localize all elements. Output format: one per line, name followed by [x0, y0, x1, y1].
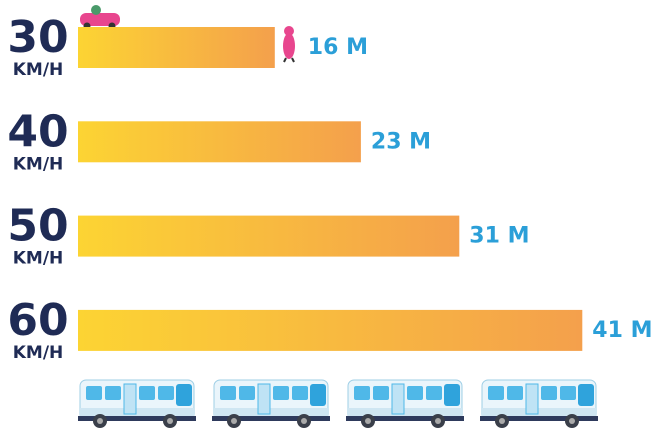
bus-icon	[78, 380, 196, 428]
bar	[78, 27, 275, 68]
bar	[78, 216, 459, 257]
category-label: 40	[7, 106, 68, 157]
value-label: 16 M	[308, 35, 368, 60]
category-unit: KM/H	[13, 249, 64, 269]
bus-icon	[212, 380, 330, 428]
category-unit: KM/H	[13, 60, 64, 80]
category-unit: KM/H	[13, 343, 64, 363]
value-label: 31 M	[469, 224, 529, 249]
value-label: 23 M	[371, 129, 431, 154]
bar	[78, 121, 361, 162]
category-unit: KM/H	[13, 154, 64, 174]
bus-icon	[480, 380, 598, 428]
bus-icon	[346, 380, 464, 428]
pedestrian-icon	[283, 26, 295, 62]
category-label: 60	[7, 295, 68, 346]
category-label: 30	[7, 12, 68, 63]
value-label: 41 M	[592, 318, 652, 343]
car-icon	[80, 5, 120, 30]
bus-row	[78, 380, 598, 428]
chart: 30KM/H16 M40KM/H23 M50KM/H31 M60KM/H41 M	[0, 0, 660, 431]
category-label: 50	[7, 201, 68, 252]
bar	[78, 310, 582, 351]
